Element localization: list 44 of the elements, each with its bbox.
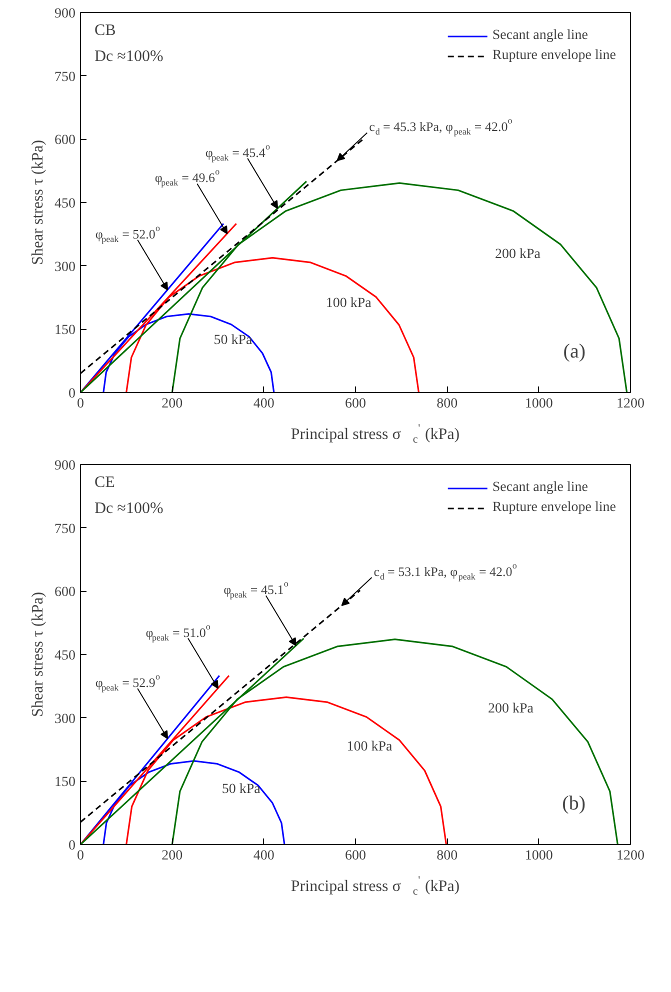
x-tick-label: 1000 xyxy=(524,848,553,864)
series-label: 100 kPa xyxy=(326,296,372,312)
y-tick-label: 300 xyxy=(54,260,76,275)
x-tick-label: 1200 xyxy=(616,396,644,412)
x-tick-label: 600 xyxy=(345,848,366,864)
series-label: 50 kPa xyxy=(222,782,262,797)
x-tick-label: 800 xyxy=(436,848,458,864)
series-label: 200 kPa xyxy=(488,702,534,717)
legend-label: Secant angle line xyxy=(492,28,588,44)
y-tick-label: 600 xyxy=(54,133,76,148)
series-label: 200 kPa xyxy=(494,246,542,262)
text: Dc ≈100% xyxy=(94,500,164,517)
y-tick-label: 600 xyxy=(54,585,76,600)
y-tick-label: 450 xyxy=(54,196,76,212)
x-tick-label: 1000 xyxy=(524,396,553,412)
x-tick-label: 200 xyxy=(162,848,183,864)
annotation: (b) xyxy=(562,792,586,814)
x-tick-label: 400 xyxy=(253,848,274,864)
annotation: (a) xyxy=(563,340,586,362)
y-tick-label: 450 xyxy=(54,648,76,664)
text: CB xyxy=(94,22,116,39)
y-tick-label: 900 xyxy=(54,6,76,22)
x-tick-label: 800 xyxy=(436,396,458,412)
legend-label: Rupture envelope line xyxy=(492,500,616,516)
y-tick-label: 0 xyxy=(68,386,76,402)
text: CE xyxy=(94,474,115,491)
x-tick-label: 1200 xyxy=(616,848,644,864)
y-tick-label: 750 xyxy=(54,70,76,85)
x-tick-label: 200 xyxy=(162,396,183,412)
text: Dc ≈100% xyxy=(94,48,164,65)
y-tick-label: 0 xyxy=(68,838,76,854)
y-tick-label: 300 xyxy=(54,712,76,727)
y-axis-title: Shear stress τ (kPa) xyxy=(30,140,46,266)
x-tick-label: 400 xyxy=(253,396,274,412)
series-label: 50 kPa xyxy=(214,333,254,348)
legend-label: Secant angle line xyxy=(492,480,588,496)
x-tick-label: 600 xyxy=(345,396,366,412)
y-tick-label: 750 xyxy=(54,522,76,537)
y-tick-label: 900 xyxy=(54,458,76,474)
legend-label: Rupture envelope line xyxy=(492,48,616,64)
y-axis-title: Shear stress τ (kPa) xyxy=(30,592,46,718)
series-label: 100 kPa xyxy=(346,740,394,755)
y-tick-label: 150 xyxy=(54,323,76,338)
y-tick-label: 150 xyxy=(54,775,76,790)
